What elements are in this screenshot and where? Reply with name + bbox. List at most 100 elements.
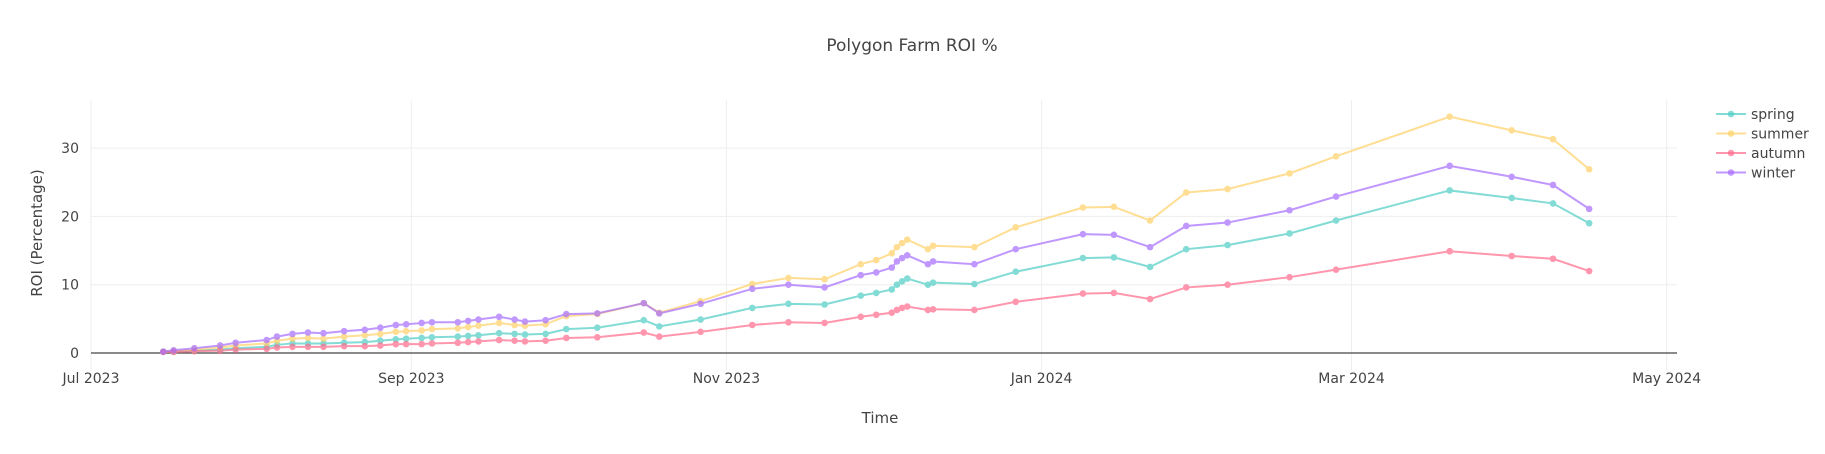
- y-axis-ticks: 0 10 20 30: [61, 141, 79, 362]
- winter-point: [785, 281, 792, 289]
- winter-point: [748, 285, 756, 293]
- y-tick-label: 20: [61, 209, 79, 225]
- winter-point: [495, 313, 503, 321]
- summer-point: [361, 331, 369, 339]
- spring-point: [748, 304, 756, 312]
- series-autumn: [160, 247, 1593, 356]
- series-summer: [160, 113, 1593, 355]
- autumn-point: [495, 336, 503, 344]
- autumn-point: [1224, 281, 1231, 289]
- autumn-point: [898, 304, 906, 312]
- grid: [90, 100, 1677, 370]
- autumn-point: [1110, 289, 1118, 297]
- autumn-point: [748, 321, 756, 329]
- spring-point: [1224, 241, 1231, 249]
- winter-point: [888, 264, 896, 271]
- autumn-point: [304, 343, 312, 351]
- autumn-point: [697, 328, 704, 336]
- spring-point: [821, 301, 828, 308]
- legend-item-winter[interactable]: winter: [1716, 166, 1795, 182]
- spring-point: [893, 281, 901, 289]
- winter-point: [402, 321, 410, 328]
- autumn-point: [1146, 295, 1154, 303]
- y-tick-label: 30: [61, 141, 79, 157]
- winter-point: [1446, 162, 1453, 170]
- summer-point: [1585, 165, 1593, 173]
- legend[interactable]: spring summer autumn winter: [1716, 107, 1809, 182]
- legend-label: autumn: [1751, 146, 1805, 162]
- legend-item-autumn[interactable]: autumn: [1716, 146, 1805, 162]
- winter-point: [170, 346, 177, 354]
- spring-point: [1182, 245, 1190, 253]
- winter-point: [191, 344, 198, 352]
- legend-marker-icon: [1727, 169, 1735, 176]
- winter-point: [340, 327, 348, 335]
- winter-point: [1508, 173, 1515, 181]
- winter-point: [1224, 219, 1231, 226]
- spring-point: [562, 325, 570, 333]
- winter-point: [1549, 181, 1557, 189]
- x-tick-label: May 2024: [1632, 371, 1701, 387]
- winter-point: [304, 329, 312, 336]
- summer-point: [1286, 170, 1293, 177]
- summer-point: [340, 333, 348, 340]
- summer-point: [475, 322, 482, 329]
- winter-point: [655, 310, 663, 317]
- autumn-point: [888, 309, 896, 317]
- autumn-point: [1446, 247, 1453, 255]
- autumn-point: [1549, 255, 1557, 263]
- winter-point: [903, 252, 911, 259]
- spring-point: [593, 324, 601, 332]
- legend-item-spring[interactable]: spring: [1716, 107, 1795, 123]
- summer-point: [377, 330, 384, 338]
- legend-item-summer[interactable]: summer: [1716, 127, 1809, 143]
- series-winter: [160, 162, 1593, 355]
- series-group: [160, 113, 1593, 356]
- spring-point: [640, 316, 648, 324]
- spring-point: [495, 329, 503, 337]
- summer-point: [971, 243, 978, 251]
- winter-point: [542, 316, 549, 324]
- winter-point: [392, 321, 400, 329]
- x-tick-label: Jul 2023: [62, 371, 120, 387]
- spring-point: [655, 323, 663, 330]
- legend-marker-icon: [1727, 149, 1735, 157]
- autumn-point: [511, 337, 518, 345]
- spring-point: [377, 337, 384, 345]
- winter-point: [521, 318, 529, 325]
- x-tick-label: Sep 2023: [378, 371, 444, 387]
- summer-point: [924, 245, 932, 253]
- spring-point: [1446, 187, 1453, 194]
- autumn-point: [1012, 298, 1020, 306]
- autumn-point: [821, 319, 828, 327]
- y-tick-label: 10: [61, 278, 79, 294]
- x-axis-ticks: Jul 2023 Sep 2023 Nov 2023 Jan 2024 Mar 2024…: [62, 371, 1702, 387]
- summer-point: [888, 249, 896, 257]
- winter-point: [377, 324, 384, 332]
- winter-point: [1012, 245, 1020, 253]
- summer-point: [1332, 152, 1340, 160]
- winter-point: [1286, 206, 1293, 214]
- autumn-point: [893, 306, 901, 314]
- summer-point: [495, 319, 503, 327]
- winter-point: [821, 284, 828, 291]
- summer-point: [893, 243, 901, 251]
- autumn-point: [340, 342, 348, 350]
- autumn-point: [785, 318, 792, 326]
- winter-point: [454, 318, 462, 326]
- x-tick-label: Jan 2024: [1010, 371, 1073, 387]
- winter-point: [872, 269, 880, 276]
- spring-point: [1549, 200, 1557, 207]
- y-tick-label: 0: [70, 346, 79, 362]
- autumn-point: [562, 334, 570, 342]
- summer-point: [1446, 113, 1453, 120]
- spring-point: [1146, 263, 1154, 271]
- winter-point: [929, 258, 937, 265]
- winter-point: [640, 299, 648, 307]
- spring-point: [475, 331, 482, 339]
- summer-point: [511, 321, 518, 329]
- spring-point: [418, 334, 425, 342]
- winter-point: [924, 260, 932, 268]
- autumn-point: [289, 343, 296, 351]
